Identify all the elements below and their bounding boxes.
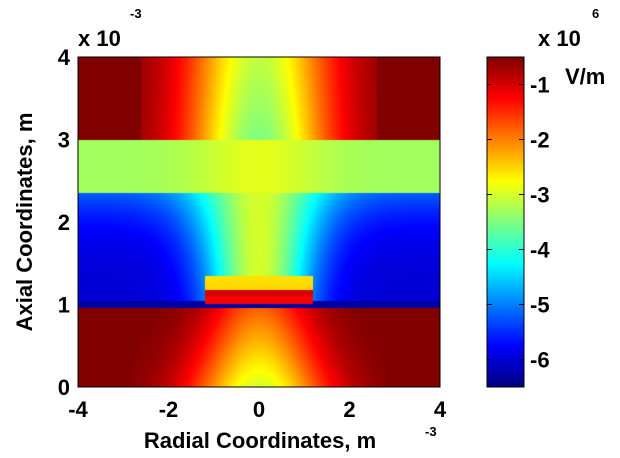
- colorbar-tick-label: -6: [530, 348, 550, 373]
- x-axis-multiplier-exponent: -3: [425, 424, 437, 439]
- y-tick-label: 4: [58, 45, 71, 70]
- colorbar-image: [487, 57, 524, 387]
- y-axis-multiplier: x 10: [78, 26, 121, 51]
- y-axis-ticks: 0 1 2 3 4: [58, 45, 71, 400]
- heatmap-plot: [77, 56, 441, 388]
- x-axis-label: Radial Coordinates, m: [144, 428, 376, 453]
- x-tick-label: -4: [68, 397, 88, 422]
- y-tick-label: 0: [58, 375, 70, 400]
- colorbar-tick-label: -1: [530, 73, 550, 98]
- colorbar-frame: [486, 56, 525, 388]
- x-tick-label: -2: [159, 397, 179, 422]
- colorbar: -1 -2 -3 -4 -5 -6 x 10 6 V/m: [486, 6, 605, 388]
- y-axis-label: Axial Coordinates, m: [12, 113, 37, 332]
- x-tick-label: 0: [253, 397, 265, 422]
- y-tick-label: 2: [58, 210, 70, 235]
- colorbar-unit: V/m: [565, 64, 605, 89]
- colorbar-tick-label: -3: [530, 183, 550, 208]
- colorbar-multiplier-exponent: 6: [592, 6, 599, 21]
- x-axis-ticks: -4 -2 0 2 4: [68, 397, 447, 422]
- colorbar-tick-label: -5: [530, 293, 550, 318]
- y-tick-label: 1: [58, 293, 70, 318]
- colorbar-ticks: -1 -2 -3 -4 -5 -6: [487, 73, 550, 373]
- colorbar-multiplier: x 10: [538, 26, 581, 51]
- plot-frame: [77, 56, 441, 388]
- x-tick-label: 2: [343, 397, 355, 422]
- colorbar-tick-label: -2: [530, 128, 550, 153]
- y-tick-label: 3: [58, 128, 70, 153]
- y-axis-multiplier-exponent: -3: [130, 6, 142, 21]
- x-tick-label: 4: [434, 397, 447, 422]
- heatmap-image: [78, 57, 440, 387]
- colorbar-tick-label: -4: [530, 238, 550, 263]
